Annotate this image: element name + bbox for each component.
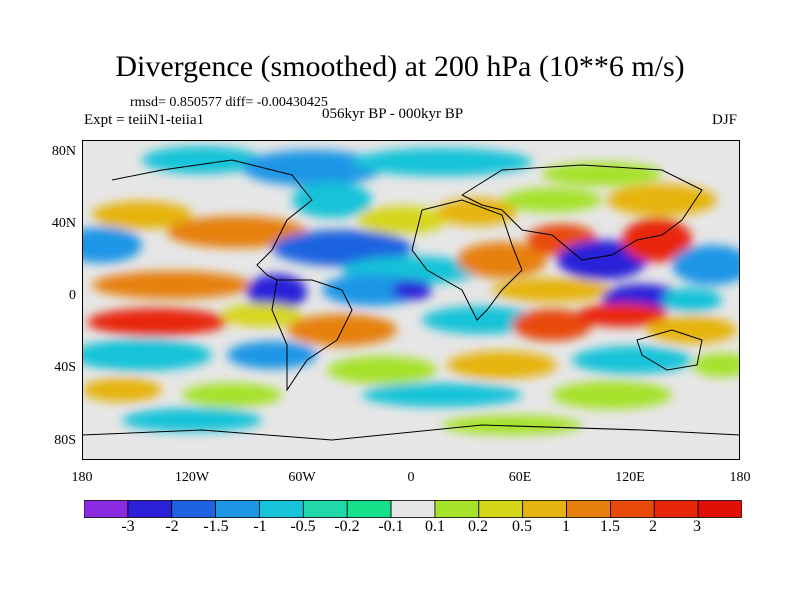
colorbar-cell <box>84 500 129 518</box>
colorbar-cell <box>259 500 304 518</box>
colorbar-cell <box>653 500 699 518</box>
colorbar-label-1: 1 <box>562 518 570 535</box>
lon-label-180w: 180 <box>71 470 93 485</box>
colorbar <box>84 500 742 518</box>
africa-coast <box>411 199 523 321</box>
colorbar-label-neg0-2: -0.2 <box>334 518 360 535</box>
colorbar-cell <box>215 500 260 518</box>
colorbar-label-neg1: -1 <box>253 518 267 535</box>
experiment-label: Expt = teiiN1-teiia1 <box>84 112 205 128</box>
colorbar-label-neg1-5: -1.5 <box>203 518 229 535</box>
colorbar-cell <box>478 500 524 518</box>
lon-label-120w: 120W <box>174 470 210 485</box>
colorbar-cell <box>302 500 348 518</box>
lat-label-80s: 80S <box>54 433 76 448</box>
lon-label-60e: 60E <box>508 470 532 485</box>
lat-label-40s: 40S <box>54 360 76 375</box>
colorbar-label-0-2: 0.2 <box>468 518 488 535</box>
south-america-coast <box>271 279 353 392</box>
north-america-coast <box>111 159 313 281</box>
colorbar-label-neg0-1: -0.1 <box>378 518 404 535</box>
colorbar-label-neg3: -3 <box>121 518 135 535</box>
colorbar-label-1-5: 1.5 <box>600 518 620 535</box>
divergence-map <box>82 140 740 460</box>
australia-coast <box>636 329 703 371</box>
lon-label-180e: 180 <box>729 470 751 485</box>
colorbar-label-0-5: 0.5 <box>512 518 532 535</box>
colorbar-cell <box>434 500 480 518</box>
colorbar-cell <box>610 500 655 518</box>
lat-label-40n: 40N <box>51 216 76 231</box>
colorbar-cell <box>522 500 567 518</box>
map-frame <box>82 140 740 460</box>
colorbar-label-neg2: -2 <box>165 518 179 535</box>
divergence-field <box>82 146 740 435</box>
lat-label-0: 0 <box>69 288 76 303</box>
colorbar-cell <box>127 500 173 518</box>
colorbar-cell <box>390 500 436 518</box>
lon-label-0: 0 <box>407 470 415 485</box>
colorbar-label-neg0-5: -0.5 <box>290 518 316 535</box>
colorbar-cell <box>346 500 392 518</box>
colorbar-cell <box>697 500 742 518</box>
coastlines <box>82 159 740 441</box>
colorbar-cell <box>566 500 611 518</box>
eurasia-coast <box>461 164 703 261</box>
colorbar-label-2: 2 <box>649 518 657 535</box>
antarctica-coast <box>82 424 740 441</box>
figure-title: Divergence (smoothed) at 200 hPa (10**6 … <box>115 50 685 83</box>
lon-label-120e: 120E <box>615 470 645 485</box>
season-label: DJF <box>712 112 738 128</box>
period-label: 056kyr BP - 000kyr BP <box>322 106 464 122</box>
colorbar-cell <box>171 500 217 518</box>
colorbar-label-0-1: 0.1 <box>425 518 445 535</box>
stats-text: rmsd= 0.850577 diff= -0.00430425 <box>130 95 328 110</box>
colorbar-label-3: 3 <box>693 518 701 535</box>
lon-label-60w: 60W <box>288 470 316 485</box>
lat-label-80n: 80N <box>51 144 76 159</box>
